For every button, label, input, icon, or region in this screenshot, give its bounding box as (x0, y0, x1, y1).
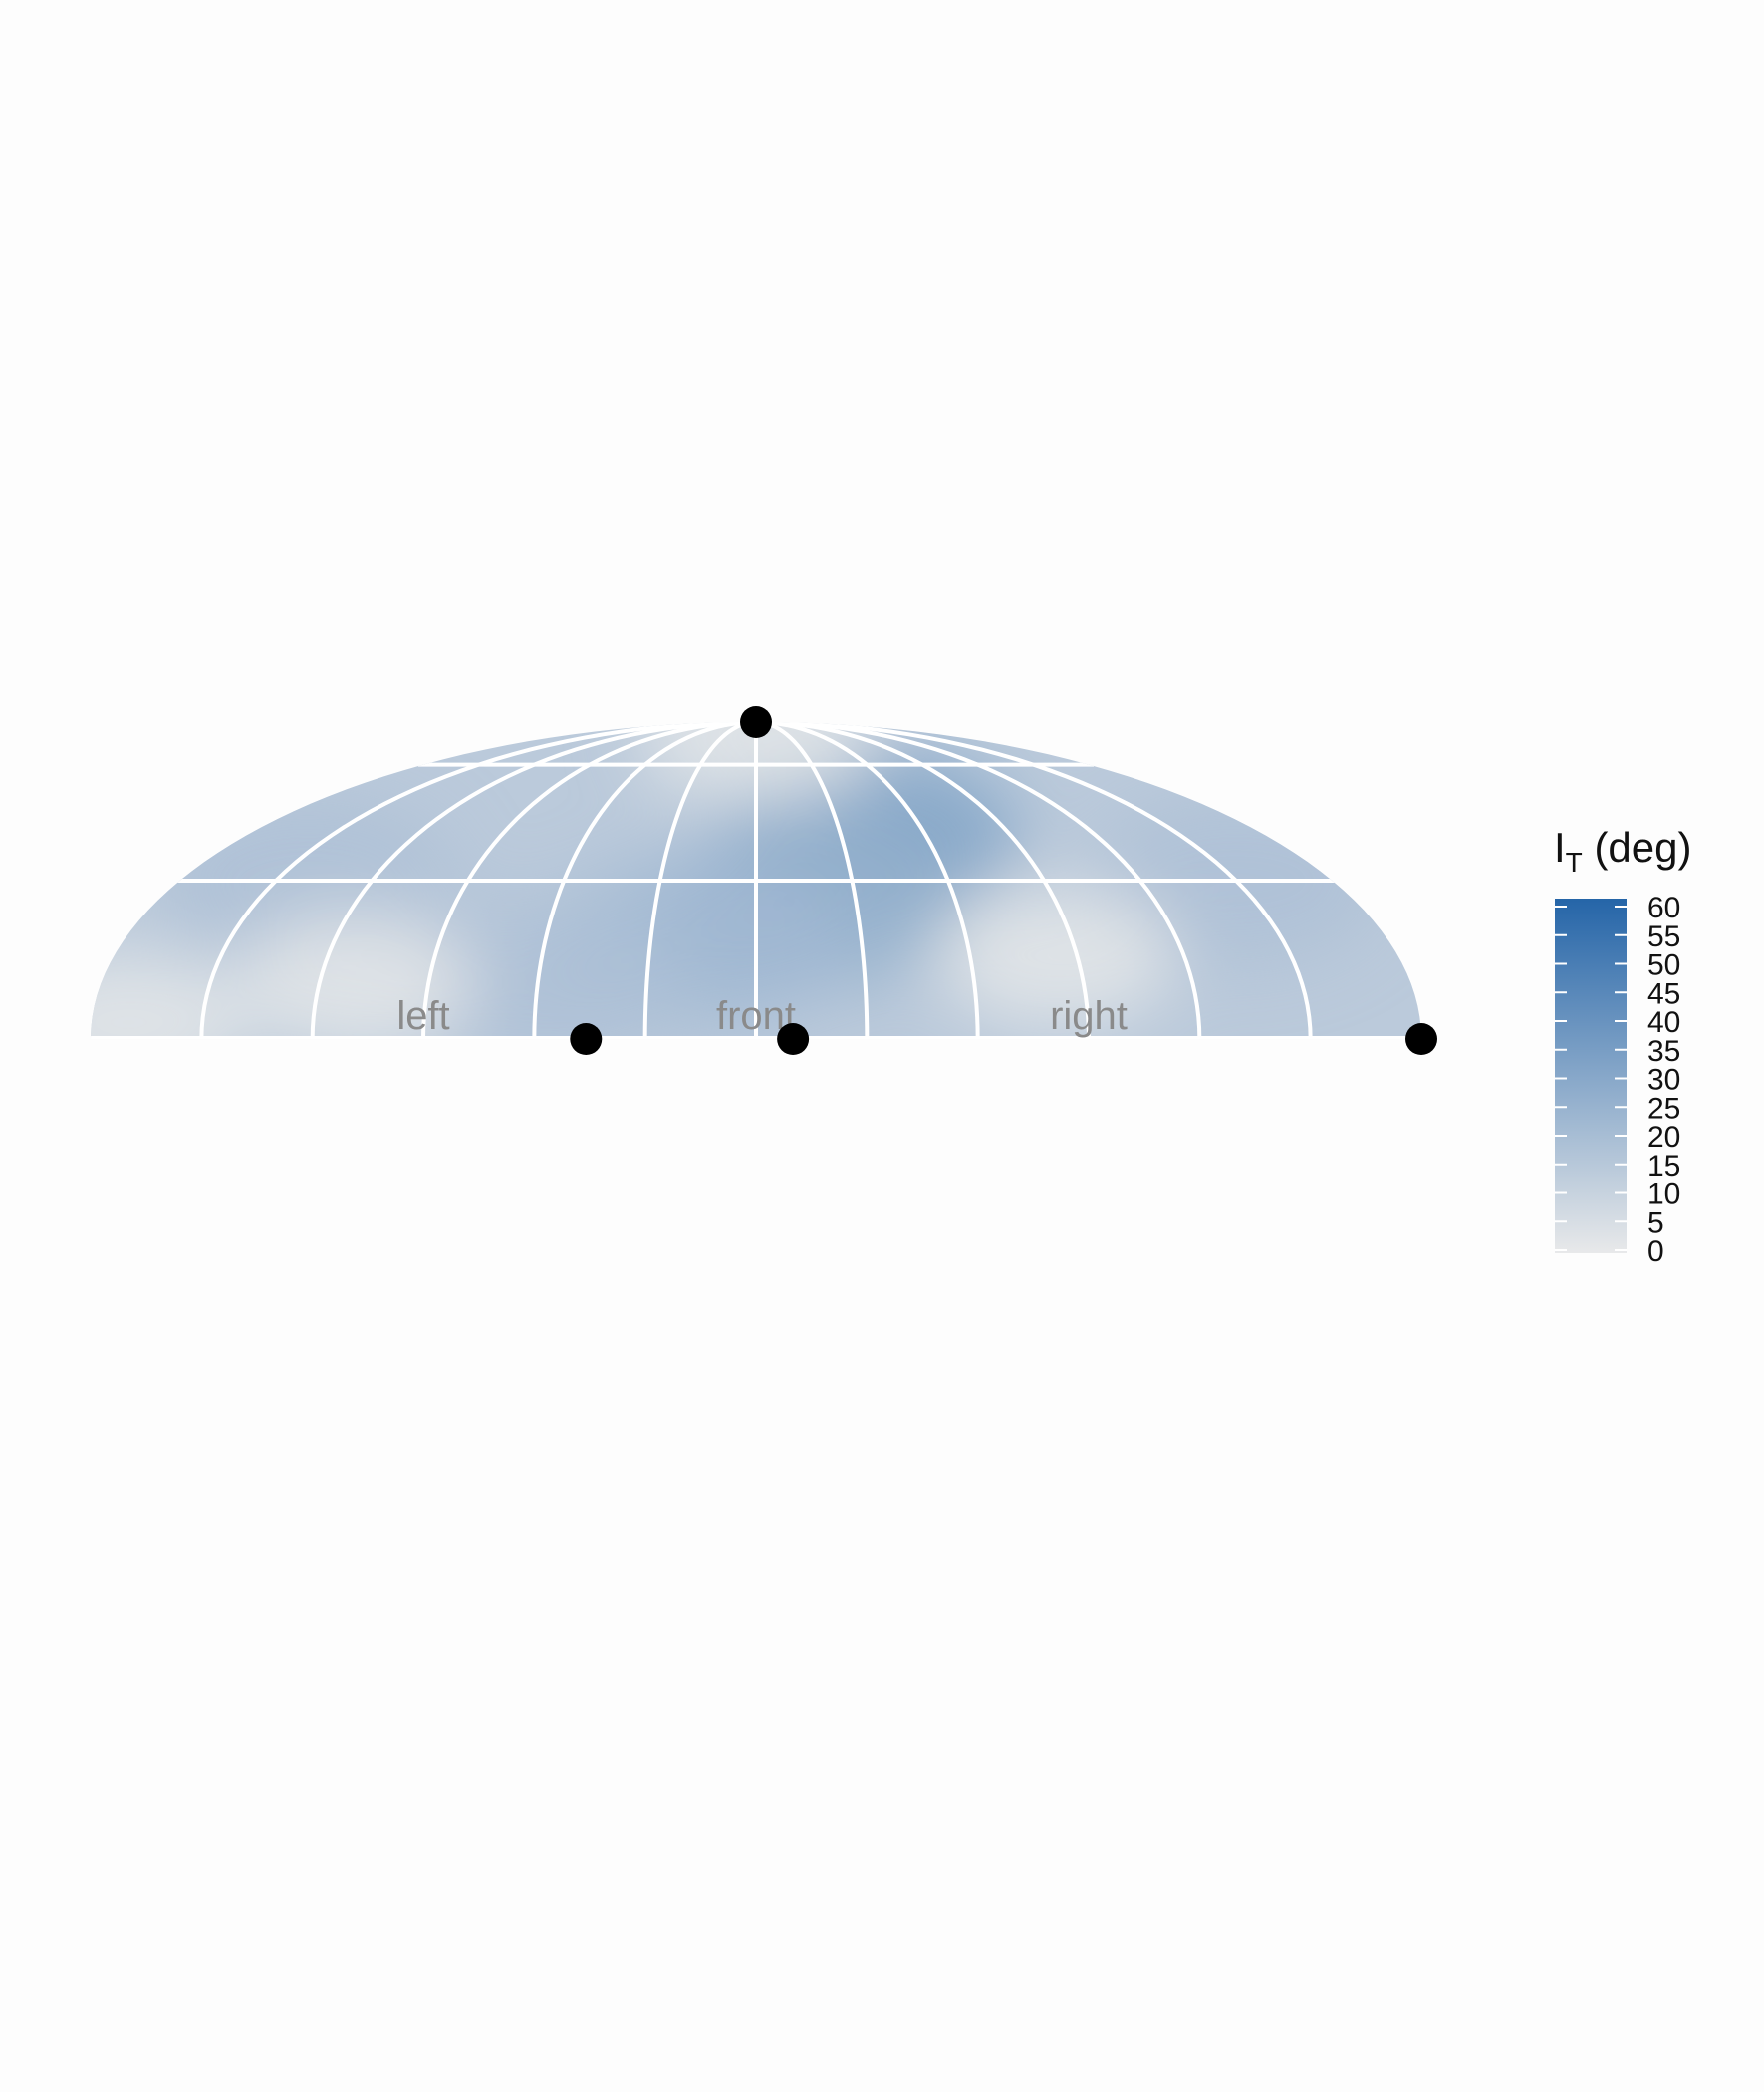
colorbar-tick-label: 10 (1647, 1178, 1680, 1211)
azimuth-gridline (642, 722, 757, 1039)
colorbar-tick-label: 0 (1647, 1235, 1664, 1268)
colorbar-tick-label: 15 (1647, 1150, 1680, 1182)
colorbar-tick-label: 45 (1647, 977, 1680, 1010)
heat-low-region (91, 952, 248, 1039)
colorbar-gradient (1555, 899, 1627, 1253)
colorbar-title-sub: T (1566, 847, 1583, 878)
azimuth-gridline (310, 722, 757, 1039)
azimuth-gridline (421, 722, 757, 1039)
heat-low-region (936, 887, 1176, 1027)
colorbar-tick-label: 25 (1647, 1092, 1680, 1125)
azimuth-gridline (755, 722, 870, 1039)
heat-low-region (235, 914, 475, 1039)
direction-label-left: left (396, 994, 449, 1038)
colorbar-title-main: I (1554, 824, 1566, 871)
marker-point (777, 1023, 810, 1055)
colorbar-tick-label: 40 (1647, 1006, 1680, 1039)
azimuth-gridline (199, 722, 757, 1039)
colorbar-tick-label: 35 (1647, 1035, 1680, 1068)
colorbar-tick-label: 50 (1647, 949, 1680, 982)
marker-point (570, 1023, 603, 1055)
marker-point (1405, 1023, 1437, 1055)
azimuth-gridline (755, 722, 1091, 1039)
markers (570, 706, 1437, 1055)
marker-point (740, 706, 772, 738)
grid-lines (91, 722, 1421, 1039)
colorbar-title-suffix: (deg) (1583, 824, 1692, 871)
direction-label-right: right (1050, 994, 1128, 1038)
colorbar-tick-label: 30 (1647, 1064, 1680, 1097)
colorbar-tick-label: 5 (1647, 1206, 1664, 1239)
azimuth-gridline (755, 722, 1313, 1039)
colorbar-tick-label: 20 (1647, 1121, 1680, 1154)
azimuth-gridline (755, 722, 1202, 1039)
azimuth-gridline (532, 722, 757, 1039)
azimuth-gridline (755, 722, 980, 1039)
colorbar-tick-label: 55 (1647, 920, 1680, 953)
hemisphere-map: left front right (91, 706, 1437, 1055)
colorbar-tick-label: 60 (1647, 892, 1680, 924)
colorbar-title: IT (deg) (1554, 824, 1692, 878)
